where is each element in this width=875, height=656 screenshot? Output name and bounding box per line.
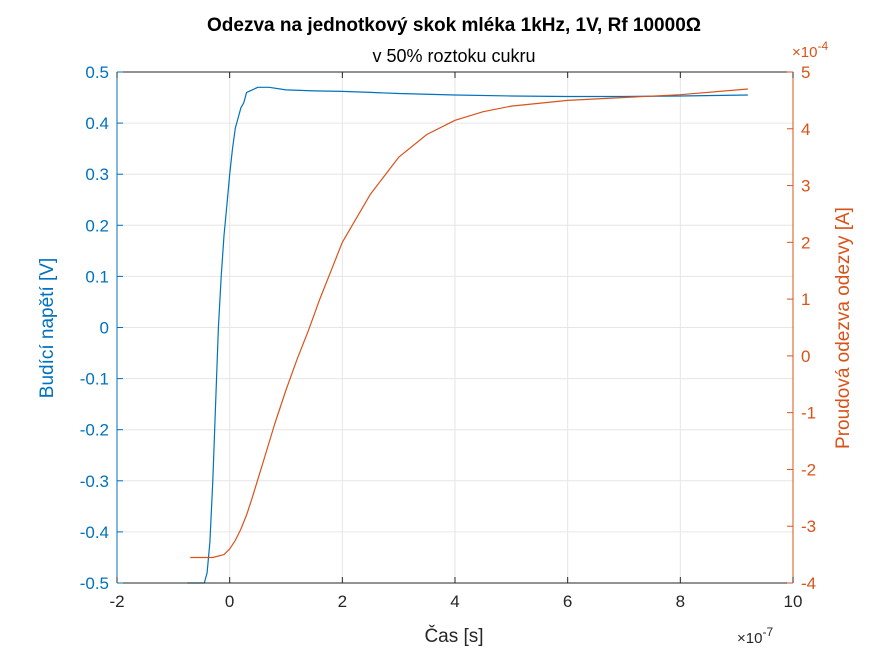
right-tick-label: -2 bbox=[801, 460, 816, 479]
right-tick-label: -4 bbox=[801, 574, 816, 593]
right-axis-label: Proudová odezva odezvy [A] bbox=[833, 207, 854, 449]
left-tick-label: 0.5 bbox=[85, 63, 109, 82]
right-exponent-base: ×10 bbox=[792, 44, 817, 61]
right-tick-label: 4 bbox=[801, 120, 810, 139]
x-tick-label: -2 bbox=[109, 592, 124, 611]
x-tick-label: 4 bbox=[450, 592, 459, 611]
right-tick-label: 3 bbox=[801, 177, 810, 196]
right-exponent-power: -4 bbox=[817, 39, 828, 53]
left-tick-label: 0 bbox=[100, 319, 109, 338]
chart-subtitle: v 50% roztoku cukru bbox=[372, 46, 535, 66]
left-tick-label: -0.1 bbox=[80, 370, 109, 389]
right-tick-label: 2 bbox=[801, 233, 810, 252]
left-tick-label: -0.3 bbox=[80, 472, 109, 491]
x-tick-label: 0 bbox=[225, 592, 234, 611]
right-tick-label: 5 bbox=[801, 63, 810, 82]
x-tick-label: 6 bbox=[563, 592, 572, 611]
plot-area bbox=[187, 86, 748, 584]
left-tick-label: 0.3 bbox=[85, 165, 109, 184]
svg-text:×10-4: ×10-4 bbox=[792, 39, 828, 61]
right-tick-label: 0 bbox=[801, 347, 810, 366]
chart-title: Odezva na jednotkový skok mléka 1kHz, 1V… bbox=[207, 15, 701, 36]
left-axis-label: Budící napětí [V] bbox=[37, 258, 58, 398]
left-tick-label: -0.4 bbox=[80, 523, 109, 542]
right-tick-label: 1 bbox=[801, 290, 810, 309]
right-tick-label: -1 bbox=[801, 404, 816, 423]
x-axis-label: Čas [s] bbox=[424, 625, 483, 647]
current-series-line bbox=[190, 88, 748, 559]
axes: -2 0 2 4 6 8 10-0.5-0.4-0.3-0.2-0.100.10.20.30… bbox=[80, 63, 816, 611]
right-tick-label: -3 bbox=[801, 517, 816, 536]
right-axis-exponent: ×10-4 bbox=[792, 39, 828, 61]
x-tick-label: 2 bbox=[338, 592, 347, 611]
x-tick-label: 8 bbox=[676, 592, 685, 611]
left-tick-label: 0.1 bbox=[85, 267, 109, 286]
left-tick-label: -0.5 bbox=[80, 574, 109, 593]
x-exponent-base: ×10 bbox=[737, 630, 762, 647]
x-axis-exponent: ×10-7 bbox=[737, 625, 773, 647]
left-tick-label: 0.4 bbox=[85, 114, 109, 133]
left-tick-label: 0.2 bbox=[85, 216, 109, 235]
grid bbox=[117, 72, 793, 583]
svg-text:×10-7: ×10-7 bbox=[737, 625, 773, 647]
left-tick-label: -0.2 bbox=[80, 421, 109, 440]
x-exponent-power: -7 bbox=[762, 625, 773, 639]
x-tick-label: 10 bbox=[784, 592, 803, 611]
voltage-series-line bbox=[187, 86, 748, 584]
